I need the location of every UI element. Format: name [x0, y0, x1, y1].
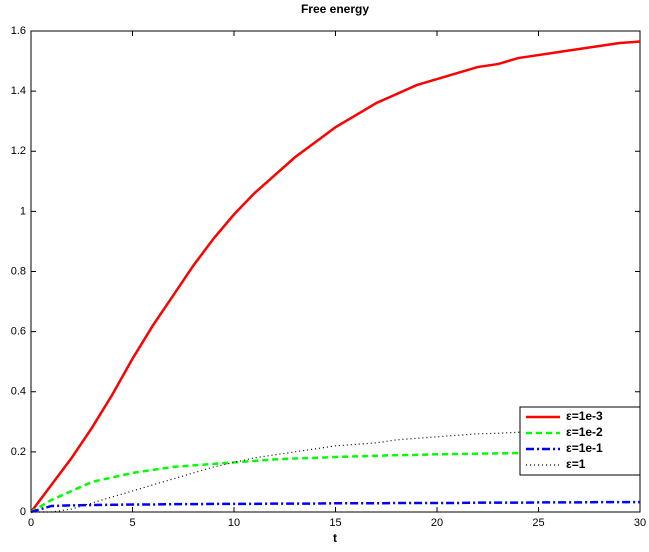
y-tick-label: 0.6 — [11, 326, 26, 338]
legend: ε=1e-3 ε=1e-2 ε=1e-1 ε=1 — [519, 406, 641, 476]
x-tick-label: 30 — [634, 517, 646, 529]
chart-title: Free energy — [301, 2, 369, 16]
y-tick-label: 1.4 — [11, 85, 26, 97]
y-tick-label: 1.2 — [11, 145, 26, 157]
legend-label: ε=1e-2 — [566, 425, 603, 439]
legend-box — [519, 406, 641, 476]
x-axis-label: t — [333, 531, 337, 545]
x-tick-label: 0 — [28, 517, 34, 529]
y-tick-label: 1 — [20, 205, 26, 217]
y-tick-label: 0 — [20, 506, 26, 518]
x-tick-label: 20 — [431, 517, 443, 529]
legend-label: ε=1 — [566, 457, 586, 471]
line-series — [30, 450, 640, 514]
y-tick-label: 0.2 — [11, 446, 26, 458]
line-series — [30, 40, 641, 513]
y-tick-label: 1.6 — [11, 25, 26, 37]
line-series — [30, 500, 640, 514]
y-tick-label: 0.4 — [11, 386, 26, 398]
y-tick-label: 0.8 — [11, 265, 26, 277]
x-tick-label: 15 — [329, 517, 341, 529]
legend-label: ε=1e-1 — [566, 441, 603, 455]
x-tick-label: 10 — [228, 517, 240, 529]
x-tick-label: 25 — [532, 517, 544, 529]
x-tick-label: 5 — [129, 517, 135, 529]
legend-label: ε=1e-3 — [566, 409, 603, 423]
